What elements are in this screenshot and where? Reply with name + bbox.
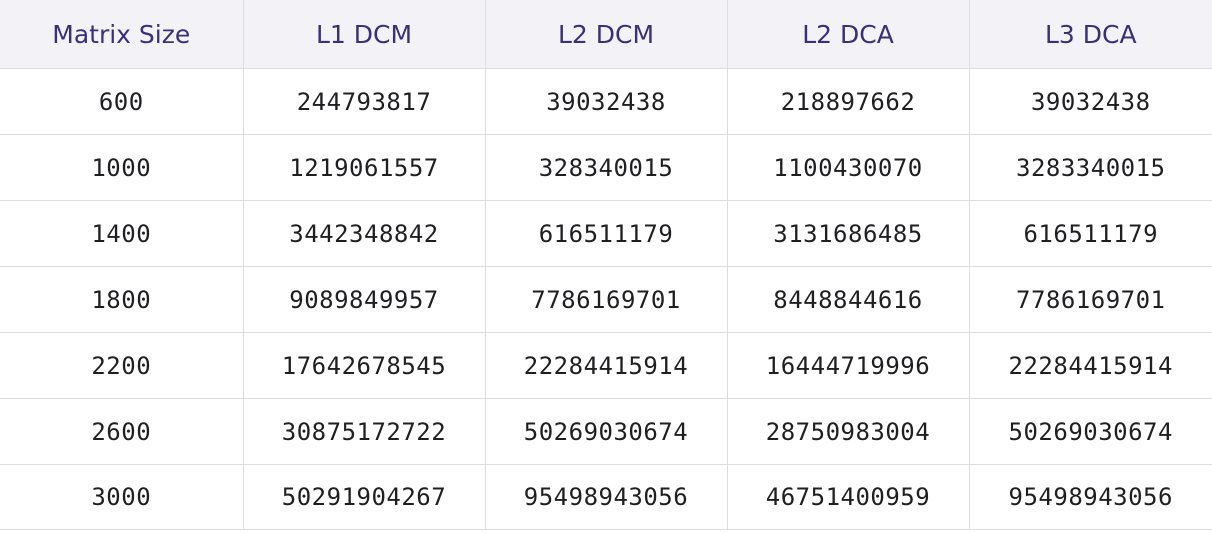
table-cell: 2200 [0,332,244,399]
table-cell: 95498943056 [484,464,728,530]
table-row: 3000 50291904267 95498943056 46751400959… [0,464,1212,530]
table-cell: 1219061557 [242,134,486,201]
header-l2-dcm: L2 DCM [484,0,728,69]
table-row: 2200 17642678545 22284415914 16444719996… [0,332,1212,399]
table-cell: 8448844616 [726,266,970,333]
header-l2-dca: L2 DCA [726,0,970,69]
table-cell: 1800 [0,266,244,333]
table-body: 600 244793817 39032438 218897662 3903243… [0,68,1212,530]
table-cell: 39032438 [484,68,728,135]
table-cell: 17642678545 [242,332,486,399]
table-cell: 50269030674 [968,398,1212,465]
table-cell: 3283340015 [968,134,1212,201]
table-cell: 50269030674 [484,398,728,465]
header-l3-dca: L3 DCA [968,0,1212,69]
table-cell: 328340015 [484,134,728,201]
table-cell: 39032438 [968,68,1212,135]
table-cell: 9089849957 [242,266,486,333]
table-cell: 22284415914 [968,332,1212,399]
table-cell: 1400 [0,200,244,267]
header-l1-dcm: L1 DCM [242,0,486,69]
table-cell: 616511179 [484,200,728,267]
table-cell: 218897662 [726,68,970,135]
table-cell: 22284415914 [484,332,728,399]
table-cell: 46751400959 [726,464,970,530]
table-cell: 30875172722 [242,398,486,465]
table-cell: 7786169701 [484,266,728,333]
table-cell: 600 [0,68,244,135]
table-row: 2600 30875172722 50269030674 28750983004… [0,398,1212,465]
table-row: 1400 3442348842 616511179 3131686485 616… [0,200,1212,267]
table-cell: 2600 [0,398,244,465]
table-header: Matrix Size L1 DCM L2 DCM L2 DCA L3 DCA [0,0,1212,69]
table-cell: 3442348842 [242,200,486,267]
header-row: Matrix Size L1 DCM L2 DCM L2 DCA L3 DCA [0,0,1212,69]
table-cell: 1100430070 [726,134,970,201]
header-matrix-size: Matrix Size [0,0,244,69]
table-cell: 50291904267 [242,464,486,530]
table-cell: 1000 [0,134,244,201]
table-cell: 3131686485 [726,200,970,267]
table-cell: 244793817 [242,68,486,135]
table-row: 600 244793817 39032438 218897662 3903243… [0,68,1212,135]
table-cell: 28750983004 [726,398,970,465]
table-cell: 16444719996 [726,332,970,399]
table-row: 1800 9089849957 7786169701 8448844616 77… [0,266,1212,333]
table-cell: 616511179 [968,200,1212,267]
table-cell: 7786169701 [968,266,1212,333]
table-row: 1000 1219061557 328340015 1100430070 328… [0,134,1212,201]
table-cell: 95498943056 [968,464,1212,530]
table-cell: 3000 [0,464,244,530]
